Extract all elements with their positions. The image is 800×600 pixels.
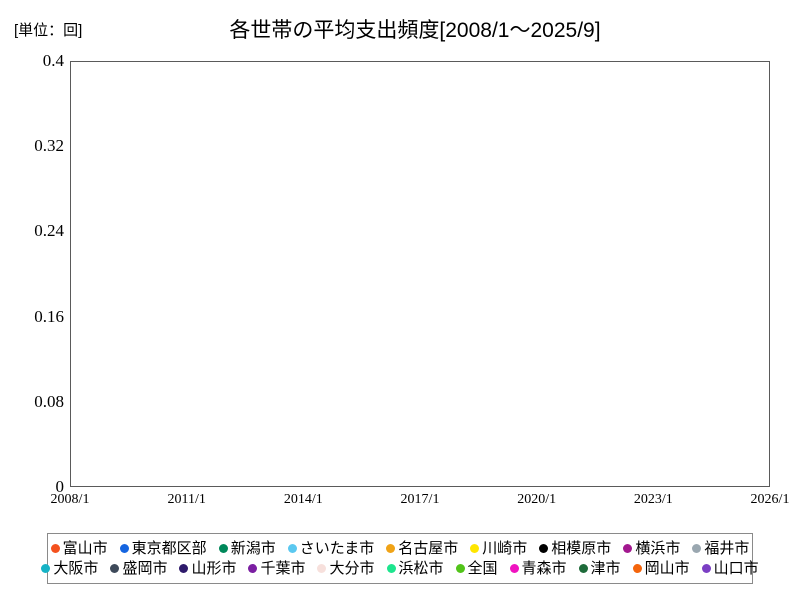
y-axis-tick-label: 0.24: [34, 221, 64, 241]
legend-label: 津市: [590, 559, 621, 577]
legend-item-山形市[interactable]: 山形市: [179, 561, 236, 576]
legend-marker-icon: [110, 563, 120, 573]
legend-marker-icon: [470, 543, 480, 553]
legend-label: 横浜市: [635, 539, 681, 557]
legend-item-福井市[interactable]: 福井市: [692, 541, 749, 556]
x-axis: 2008/1 2011/1 2014/1 2017/1 2020/1 2023/1 2026…: [51, 492, 790, 516]
legend-marker-icon: [578, 563, 588, 573]
legend-item-全国[interactable]: 全国: [455, 559, 498, 577]
legend-item-新潟市[interactable]: 新潟市: [218, 539, 276, 557]
legend-item-山口市[interactable]: 山口市: [701, 559, 759, 577]
x-axis-tick-label: 2014/1: [283, 492, 323, 507]
legend-label: 岡山市: [644, 559, 690, 577]
legend-marker-icon: [701, 563, 711, 573]
y-axis-tick-label: 0.4: [42, 51, 64, 70]
legend-marker-icon: [248, 563, 258, 573]
legend-marker-icon: [386, 543, 396, 553]
plot-area: [70, 61, 770, 487]
legend-label: 全国: [467, 559, 498, 577]
x-axis-tick-label: 2023/1: [633, 492, 673, 507]
legend-item-大分市[interactable]: 大分市: [317, 559, 375, 577]
legend-item-名古屋市[interactable]: 名古屋市: [386, 541, 458, 556]
legend-label: 新潟市: [230, 539, 276, 557]
legend-label: 川崎市: [482, 539, 528, 557]
legend-marker-icon: [539, 543, 549, 553]
legend-item-川崎市[interactable]: 川崎市: [470, 541, 527, 556]
legend-label: 名古屋市: [398, 539, 459, 557]
legend-item-東京都区部[interactable]: 東京都区部: [119, 539, 207, 557]
legend-label: 大分市: [329, 559, 375, 577]
legend-label: 盛岡市: [122, 559, 168, 577]
legend-item-さいたま市[interactable]: さいたま市: [287, 539, 375, 557]
legend-item-津市[interactable]: 津市: [578, 559, 621, 577]
legend-label: 福井市: [704, 539, 750, 557]
y-axis-tick-label: 0: [55, 477, 65, 496]
legend-row: 富山市 東京都区部 新潟市 さいたま市 名古屋市 川崎市 相模原市 横浜市 福井市: [50, 538, 749, 558]
legend-label: 山口市: [713, 559, 759, 577]
x-axis-tick-label: 2008/1: [50, 492, 90, 507]
legend-marker-icon: [632, 563, 642, 573]
legend-label: 山形市: [191, 559, 237, 577]
y-axis-tick-label: 0.16: [34, 306, 64, 326]
legend-item-富山市[interactable]: 富山市: [50, 539, 108, 557]
legend-marker-icon: [455, 563, 465, 573]
legend-item-青森市[interactable]: 青森市: [509, 559, 567, 577]
legend-label: 相模原市: [551, 539, 612, 557]
legend-label: 浜松市: [398, 559, 444, 577]
x-axis-tick-label: 2017/1: [400, 492, 440, 507]
legend-label: 富山市: [62, 539, 108, 557]
legend-marker-icon: [317, 563, 327, 573]
legend-item-千葉市[interactable]: 千葉市: [248, 561, 305, 576]
y-axis-tick-label: 0.32: [34, 136, 64, 156]
legend-label: 青森市: [521, 559, 567, 577]
y-axis: 0 0.08 0.16 0.24 0.32 0.4: [0, 51, 64, 496]
x-axis-tick-label: 2026/1: [750, 492, 790, 507]
unit-label: [単位：回]: [14, 22, 83, 39]
legend-marker-icon: [623, 543, 633, 553]
legend-marker-icon: [218, 543, 228, 553]
plot-frame: [70, 61, 770, 487]
legend-marker-icon: [692, 543, 702, 553]
legend-marker-icon: [41, 563, 51, 573]
legend-marker-icon: [386, 563, 396, 573]
legend-marker-icon: [119, 543, 129, 553]
legend-label: さいたま市: [299, 539, 375, 557]
legend-marker-icon: [50, 543, 60, 553]
legend-row: 大阪市 盛岡市 山形市 千葉市 大分市 浜松市 全国 青森市 津市 岡山市 山口市: [41, 558, 759, 578]
legend-item-盛岡市[interactable]: 盛岡市: [110, 561, 167, 576]
chart-title: 各世帯の平均支出頻度[2008/1〜2025/9]: [229, 19, 601, 42]
legend-item-浜松市[interactable]: 浜松市: [386, 559, 444, 577]
legend-item-横浜市[interactable]: 横浜市: [623, 541, 680, 556]
legend-marker-icon: [509, 563, 519, 573]
x-axis-tick-label: 2020/1: [517, 492, 557, 507]
legend-item-岡山市[interactable]: 岡山市: [632, 559, 690, 577]
legend-label: 千葉市: [260, 559, 306, 577]
chart-legend: 富山市 東京都区部 新潟市 さいたま市 名古屋市 川崎市 相模原市 横浜市 福井市大阪市 盛岡市 山…: [41, 533, 759, 584]
legend-item-大阪市[interactable]: 大阪市: [41, 561, 98, 576]
legend-label: 大阪市: [53, 559, 99, 577]
legend-item-相模原市[interactable]: 相模原市: [539, 541, 611, 556]
legend-marker-icon: [179, 563, 189, 573]
y-axis-tick-label: 0.08: [34, 391, 64, 411]
x-axis-tick-label: 2011/1: [167, 492, 206, 507]
legend-label: 東京都区部: [131, 539, 207, 557]
legend-marker-icon: [287, 543, 297, 553]
